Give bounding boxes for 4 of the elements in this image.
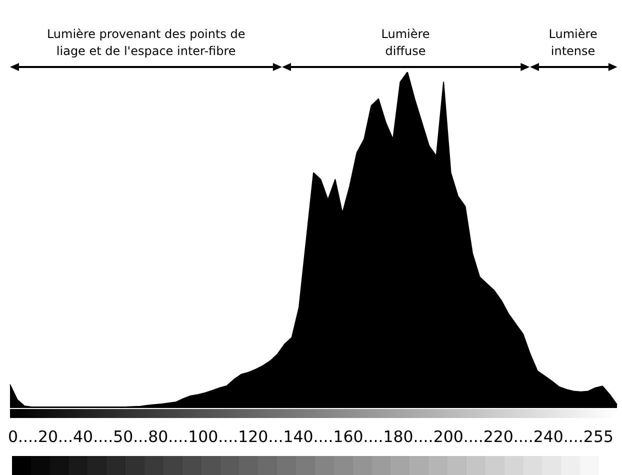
text: Lumière diffuse (381, 26, 430, 60)
x-axis-title: 0....20...40....50...80....100....120...140....160....180....200....220....240....255 (8, 427, 614, 446)
text: Lumière intense (548, 26, 598, 60)
text: Lumière provenant des points de liage et de l'espace inter-fibre (46, 26, 246, 60)
